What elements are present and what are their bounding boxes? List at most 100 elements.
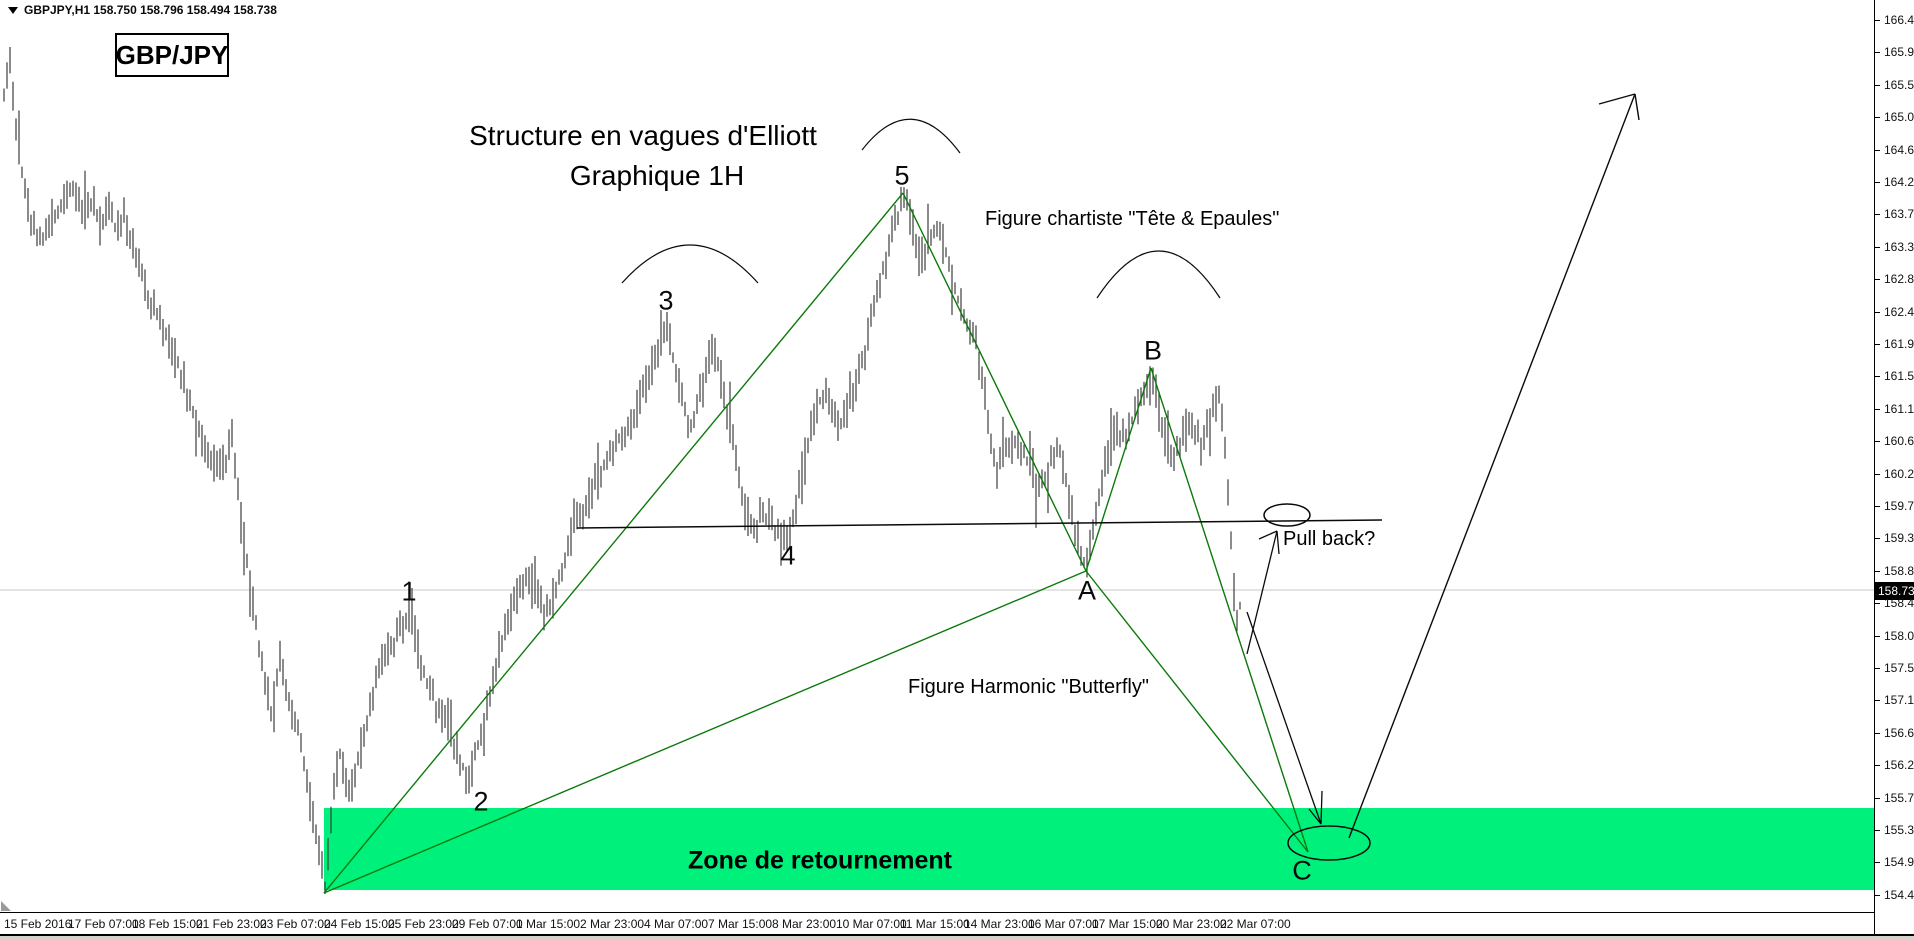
time-tick-label: 1 Mar 15:00 bbox=[516, 917, 581, 931]
price-tick-mark bbox=[1875, 344, 1880, 345]
symbol-title[interactable]: GBPJPY,H1 158.750 158.796 158.494 158.73… bbox=[8, 3, 277, 17]
chart-plot-area[interactable]: GBPJPY,H1 158.750 158.796 158.494 158.73… bbox=[0, 0, 1874, 912]
price-tick-mark bbox=[1875, 246, 1880, 248]
price-tick-mark bbox=[1875, 538, 1880, 540]
time-axis[interactable]: 15 Feb 2016 17 Feb 07:00 18 Feb 15:00 21 Fe… bbox=[0, 912, 1874, 935]
price-tick-mark bbox=[1875, 117, 1880, 119]
drop-to-c-arrow bbox=[1246, 611, 1323, 825]
time-tick-label: 10 Mar 07:00 bbox=[836, 917, 907, 931]
pullback-arrow bbox=[1246, 530, 1280, 655]
time-tick-label: 11 Mar 15:00 bbox=[900, 917, 970, 931]
time-tick-label: 8 Mar 23:00 bbox=[772, 917, 837, 931]
price-tick-label: 162.430 bbox=[1884, 304, 1914, 319]
price-tick-label: 159.330 bbox=[1884, 531, 1914, 546]
price-tick-mark bbox=[1875, 700, 1880, 702]
price-tick-mark bbox=[1875, 797, 1880, 799]
price-tick-mark bbox=[1875, 182, 1880, 183]
reversal-zone-rect bbox=[324, 808, 1874, 890]
projection-up-arrow bbox=[1348, 93, 1640, 839]
time-tick-label: 7 Mar 15:00 bbox=[708, 917, 773, 931]
window-bottom-edge bbox=[0, 934, 1914, 940]
price-tick-label: 155.350 bbox=[1884, 823, 1914, 837]
price-tick-mark bbox=[1875, 765, 1880, 767]
price-tick-mark bbox=[1875, 668, 1880, 669]
time-tick-label: 22 Mar 07:00 bbox=[1220, 917, 1291, 931]
time-tick-label: 23 Feb 07:00 bbox=[260, 917, 331, 931]
price-tick-mark bbox=[1875, 149, 1880, 151]
head-shoulders-note: Figure chartiste "Tête & Epaules" bbox=[985, 208, 1280, 230]
price-tick-mark bbox=[1875, 862, 1880, 864]
price-tick-label: 165.970 bbox=[1884, 45, 1914, 60]
price-tick-mark bbox=[1875, 635, 1880, 637]
price-tick-mark bbox=[1875, 214, 1880, 216]
price-tick-label: 161.980 bbox=[1884, 337, 1914, 351]
time-tick-label: 20 Mar 23:00 bbox=[1156, 917, 1227, 931]
price-tick-label: 154.460 bbox=[1884, 887, 1914, 902]
price-tick-label: 160.210 bbox=[1884, 466, 1914, 481]
wave-label-B: B bbox=[1143, 335, 1163, 366]
price-tick-label: 163.310 bbox=[1884, 239, 1914, 254]
trendline-5-to-A bbox=[902, 192, 1087, 572]
price-tick-mark bbox=[1875, 830, 1880, 831]
time-tick-label: 17 Feb 07:00 bbox=[68, 917, 139, 931]
price-axis[interactable]: 158.738 166.410 165.970 165.530 165.080 164.… bbox=[1874, 0, 1914, 934]
time-tick-label: 17 Mar 15:00 bbox=[1092, 917, 1163, 931]
price-tick-label: 158.000 bbox=[1884, 628, 1914, 643]
time-tick-label: 29 Feb 07:00 bbox=[452, 917, 523, 931]
trendline-B-to-C bbox=[1150, 367, 1309, 853]
pair-label-text: GBP/JPY bbox=[115, 39, 229, 70]
price-tick-mark bbox=[1875, 311, 1880, 313]
time-tick-label: 16 Mar 07:00 bbox=[1028, 917, 1099, 931]
wave-label-4: 4 bbox=[780, 540, 796, 571]
wave-label-3: 3 bbox=[658, 285, 674, 316]
price-tick-label: 156.670 bbox=[1884, 725, 1914, 740]
price-tick-mark bbox=[1875, 570, 1880, 572]
right-shoulder-arc bbox=[1096, 250, 1221, 299]
price-tick-mark bbox=[1875, 473, 1880, 475]
price-tick-label: 163.760 bbox=[1884, 207, 1914, 222]
price-tick-label: 158.890 bbox=[1884, 563, 1914, 578]
time-tick-label: 18 Feb 15:00 bbox=[132, 917, 203, 931]
corner-wedge bbox=[1, 901, 11, 911]
price-chart-canvas[interactable] bbox=[0, 0, 1874, 912]
price-tick-mark bbox=[1875, 84, 1880, 86]
price-tick-label: 161.540 bbox=[1884, 369, 1914, 384]
wave-label-C: C bbox=[1292, 855, 1312, 886]
price-tick-mark bbox=[1875, 732, 1880, 734]
trendline-origin-to-A bbox=[323, 570, 1087, 894]
symbol-title-text: GBPJPY,H1 158.750 158.796 158.494 158.73… bbox=[24, 3, 277, 17]
chart-title-line1: Structure en vagues d'Elliott bbox=[469, 120, 817, 151]
pullback-note: Pull back? bbox=[1283, 528, 1376, 550]
time-tick-label: 14 Mar 23:00 bbox=[964, 917, 1035, 931]
price-tick-label: 157.560 bbox=[1884, 661, 1914, 675]
price-tick-label: 159.770 bbox=[1884, 499, 1914, 513]
target-ellipse bbox=[1287, 825, 1371, 861]
symbol-dropdown-icon[interactable] bbox=[8, 6, 18, 14]
pair-label-box: GBP/JPY bbox=[115, 33, 229, 77]
price-tick-label: 158.440 bbox=[1884, 596, 1914, 611]
left-shoulder-arc bbox=[621, 244, 759, 284]
time-tick-label: 15 Feb 2016 bbox=[4, 917, 72, 931]
price-tick-label: 165.080 bbox=[1884, 110, 1914, 125]
price-tick-label: 155.790 bbox=[1884, 790, 1914, 805]
trendline-A-to-B bbox=[1085, 367, 1152, 572]
price-tick-mark bbox=[1875, 376, 1880, 378]
time-tick-label: 2 Mar 23:00 bbox=[580, 917, 645, 931]
price-tick-mark bbox=[1875, 894, 1880, 896]
time-tick-label: 24 Feb 15:00 bbox=[324, 917, 395, 931]
neckline bbox=[576, 519, 1383, 529]
price-tick-mark bbox=[1875, 408, 1880, 410]
black-annotations-layer bbox=[576, 93, 1640, 861]
price-tick-label: 166.410 bbox=[1884, 13, 1914, 27]
price-tick-mark bbox=[1875, 441, 1880, 443]
price-tick-mark bbox=[1875, 20, 1880, 21]
chart-title-line2: Graphique 1H bbox=[569, 160, 745, 191]
price-tick-label: 165.530 bbox=[1884, 77, 1914, 92]
time-tick-label: 25 Feb 23:00 bbox=[388, 917, 459, 931]
price-tick-label: 156.230 bbox=[1884, 758, 1914, 773]
price-tick-label: 164.200 bbox=[1884, 175, 1914, 189]
wave-label-1: 1 bbox=[401, 576, 417, 607]
price-tick-label: 161.100 bbox=[1884, 401, 1914, 416]
current-price-tag: 158.738 bbox=[1875, 582, 1914, 600]
